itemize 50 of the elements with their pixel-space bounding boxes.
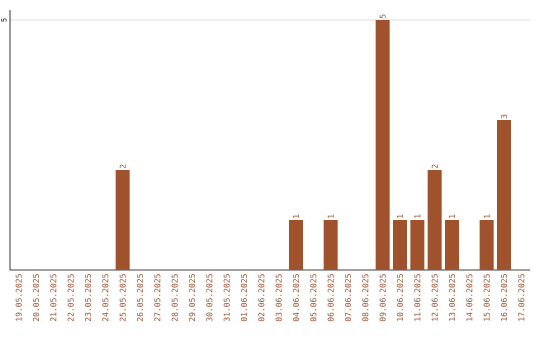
x-tick-label: 14.06.2025: [466, 274, 472, 321]
data-label: 1: [328, 214, 334, 218]
data-label: 2: [432, 164, 438, 168]
x-tick-label: 11.06.2025: [414, 274, 420, 321]
data-label: 3: [500, 114, 508, 118]
x-tick-label: 30.05.2025: [206, 274, 212, 322]
x-tick-label: 22.05.2025: [68, 274, 74, 322]
x-tick-label: 19.05.2025: [16, 274, 22, 321]
data-label: 1: [449, 214, 455, 218]
x-tick-label: 03.06.2025: [276, 274, 282, 322]
x-tick-label: 07.06.2025: [344, 274, 352, 322]
bar: [410, 220, 424, 270]
x-tick-label: 02.06.2025: [258, 274, 264, 322]
x-tick-label: 21.05.2025: [50, 274, 56, 322]
bar: [376, 20, 390, 270]
bar: [480, 220, 494, 270]
bar: [289, 220, 304, 270]
x-tick-label: 23.05.2025: [84, 274, 92, 322]
x-tick-label: 31.05.2025: [224, 274, 230, 322]
x-tick-label: 10.06.2025: [396, 274, 404, 321]
x-tick-label: 12.06.2025: [432, 274, 438, 321]
bar: [445, 220, 460, 270]
x-tick-label: 20.05.2025: [32, 274, 40, 322]
x-tick-label: 04.06.2025: [292, 274, 300, 322]
x-tick-label: 08.06.2025: [362, 274, 368, 322]
data-label: 1: [397, 214, 403, 218]
x-tick-label: 27.05.2025: [154, 274, 160, 322]
data-label: 2: [120, 164, 126, 168]
x-tick-label: 05.06.2025: [310, 274, 316, 322]
x-tick-label: 13.06.2025: [448, 274, 456, 321]
x-tick-label: 25.05.2025: [120, 274, 126, 322]
data-label: 1: [293, 214, 299, 218]
x-tick-label: 17.06.2025: [518, 274, 524, 321]
bar: [428, 170, 442, 270]
bar: [324, 220, 338, 270]
data-label: 1: [484, 214, 490, 218]
x-tick-label: 09.06.2025: [380, 274, 386, 322]
x-tick-label: 26.05.2025: [136, 274, 144, 322]
x-tick-label: 16.06.2025: [500, 274, 508, 321]
x-tick-label: 15.06.2025: [484, 274, 490, 321]
x-tick-label: 28.05.2025: [172, 274, 178, 322]
bar: [116, 170, 130, 270]
data-label: 5: [380, 14, 386, 18]
bar: [393, 220, 407, 270]
x-tick-label: 29.05.2025: [188, 274, 196, 322]
bar: [497, 120, 512, 270]
x-tick-label: 01.06.2025: [240, 274, 248, 322]
data-label: 1: [414, 214, 420, 218]
x-tick-label: 24.05.2025: [102, 274, 108, 322]
x-tick-label: 06.06.2025: [328, 274, 334, 322]
